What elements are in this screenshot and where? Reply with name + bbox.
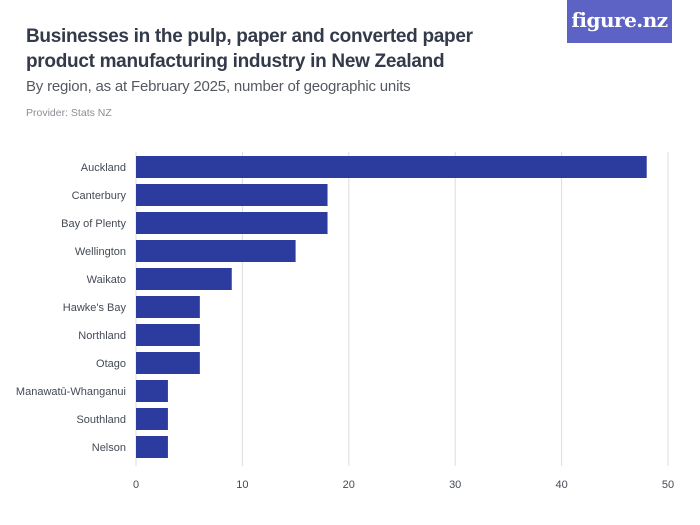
- x-tick-label: 10: [236, 479, 248, 491]
- bar: [136, 296, 200, 318]
- bar: [136, 240, 296, 262]
- category-label: Nelson: [92, 442, 126, 454]
- bar: [136, 436, 168, 458]
- bar: [136, 156, 647, 178]
- category-label: Manawatū-Whanganui: [16, 386, 126, 398]
- bar: [136, 352, 200, 374]
- category-label: Canterbury: [72, 190, 127, 202]
- bar: [136, 380, 168, 402]
- category-label: Waikato: [87, 274, 126, 286]
- category-label: Wellington: [75, 246, 126, 258]
- bar: [136, 324, 200, 346]
- bar: [136, 184, 328, 206]
- category-label: Southland: [76, 414, 126, 426]
- x-tick-label: 50: [662, 479, 674, 491]
- x-tick-label: 40: [555, 479, 567, 491]
- bar: [136, 408, 168, 430]
- chart-subtitle: By region, as at February 2025, number o…: [26, 78, 411, 95]
- provider-note: Provider: Stats NZ: [26, 107, 112, 119]
- x-tick-label: 30: [449, 479, 461, 491]
- category-label: Hawke's Bay: [63, 302, 127, 314]
- category-label: Bay of Plenty: [61, 218, 126, 230]
- bar: [136, 268, 232, 290]
- category-label: Northland: [78, 330, 126, 342]
- x-tick-label: 20: [343, 479, 355, 491]
- category-label: Otago: [96, 358, 126, 370]
- x-tick-label: 0: [133, 479, 139, 491]
- chart-title: Businesses in the pulp, paper and conver…: [26, 26, 473, 72]
- figure-nz-logo[interactable]: figure.nz: [567, 0, 672, 43]
- category-label: Auckland: [81, 162, 126, 174]
- bar: [136, 212, 328, 234]
